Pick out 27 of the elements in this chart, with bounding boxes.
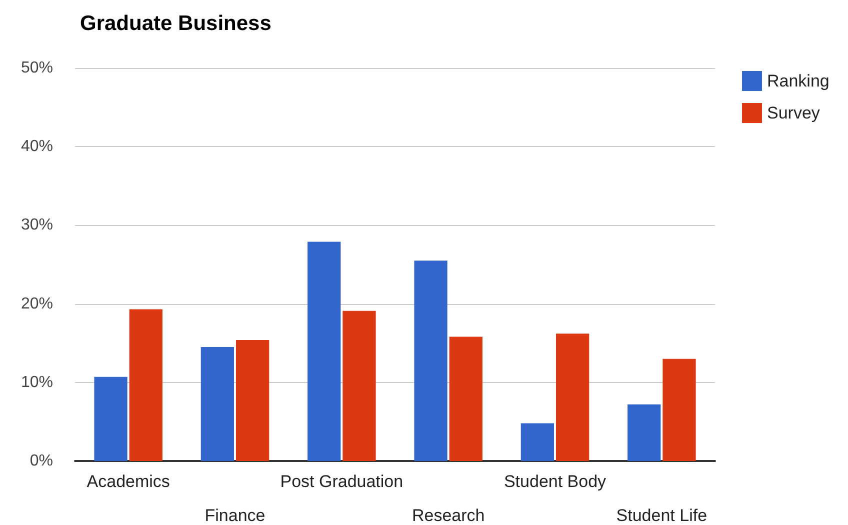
bar [662, 358, 696, 461]
y-tick-label: 30% [20, 216, 53, 234]
bar [556, 334, 590, 461]
x-tick-label: Academics [86, 472, 170, 491]
bar [308, 242, 341, 461]
y-tick-label: 40% [20, 138, 53, 156]
legend-label: Survey [767, 104, 820, 122]
bar [520, 423, 554, 461]
legend-label: Ranking [767, 72, 830, 90]
bar [200, 347, 234, 461]
y-tick-label: 0% [30, 452, 53, 470]
bar [94, 376, 128, 461]
y-tick-label: 50% [20, 60, 53, 76]
bar [628, 404, 661, 461]
bar [414, 260, 448, 461]
y-tick-label: 20% [20, 295, 53, 312]
bar [236, 340, 270, 461]
y-tick-label: 10% [20, 374, 53, 391]
bar [449, 336, 482, 461]
bar [129, 309, 162, 461]
x-tick-label: Post Graduation [280, 472, 404, 491]
x-tick-label: Research [412, 506, 485, 525]
chart-title: Graduate Business [80, 12, 272, 35]
bar [342, 310, 376, 461]
x-tick-label: Student Life [616, 506, 708, 525]
x-tick-label: Student Body [504, 472, 607, 491]
x-tick-label: Finance [204, 506, 266, 525]
